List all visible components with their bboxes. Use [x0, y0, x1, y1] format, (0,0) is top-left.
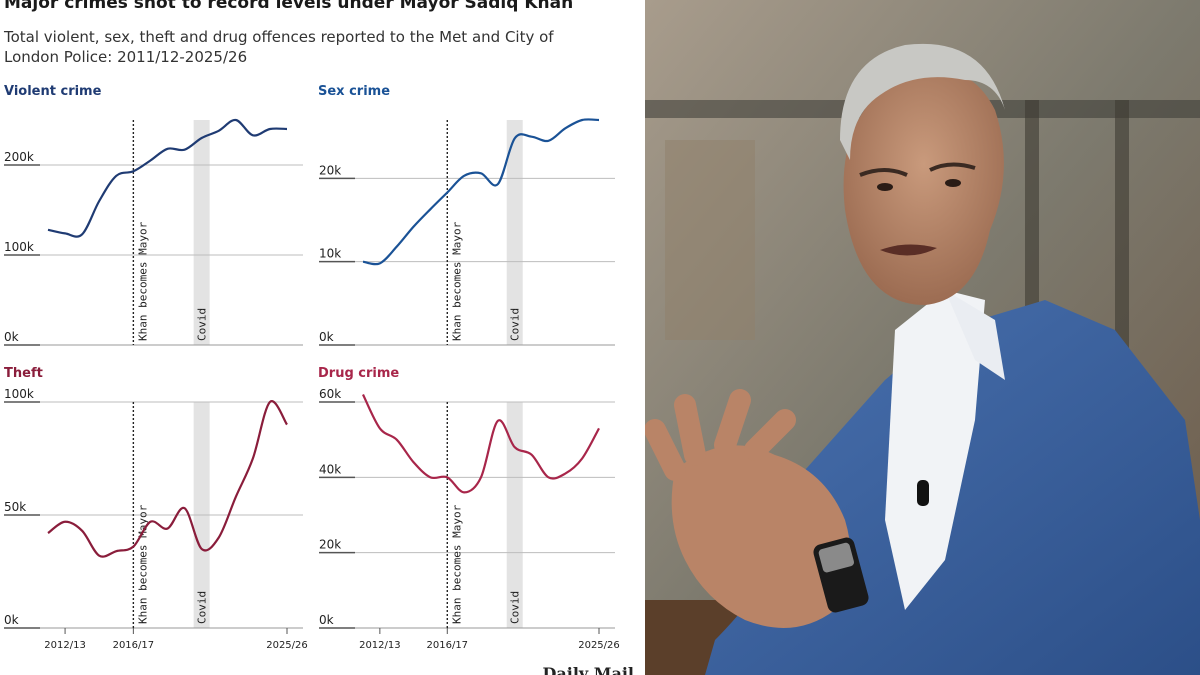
divider: [640, 0, 645, 675]
sex-crime-covid-band: [506, 120, 523, 345]
violent-crime-covid-band: [193, 120, 210, 345]
sex-crime-series-line: [362, 118, 600, 266]
publisher-logo: Daily Mail: [542, 664, 635, 675]
sex-crime-covid-label: Covid: [509, 308, 522, 341]
theft-y-tick-label: 0k: [4, 613, 19, 627]
sex-crime-khan-label: Khan becomes Mayor: [450, 221, 463, 341]
infographic-panel: 0k 100k 200k Khan becomes Mayor Covid Violent…: [4, 0, 635, 675]
charts-svg: 0k 100k 200k Khan becomes Mayor Covid Violent…: [4, 84, 620, 651]
violent-crime-y-tick-label: 200k: [4, 150, 34, 164]
theft-khan-label: Khan becomes Mayor: [136, 504, 149, 624]
drug-crime-x-tick-label: 2012/13: [359, 640, 401, 651]
drug-crime-x-tick-label: 2016/17: [427, 640, 469, 651]
drug-crime-covid-band: [506, 402, 523, 628]
violent-crime-y-tick-label: 0k: [4, 330, 19, 344]
violent-crime-series-line: [47, 118, 288, 238]
theft-covid-label: Covid: [196, 591, 209, 624]
sex-crime-y-tick-label: 20k: [319, 163, 341, 177]
theft-title: Theft: [4, 366, 43, 381]
theft-y-tick-label: 100k: [4, 387, 34, 401]
drug-crime-series-line: [362, 393, 600, 494]
drug-crime-y-tick-label: 60k: [319, 387, 341, 401]
drug-crime-x-tick-label: 2025/26: [578, 640, 620, 651]
sex-crime-title: Sex crime: [318, 84, 390, 99]
subtitle: Total violent, sex, theft and drug offen…: [4, 28, 554, 66]
drug-crime-y-tick-label: 0k: [319, 613, 334, 627]
drug-crime-y-tick-label: 40k: [319, 462, 341, 476]
violent-crime-title: Violent crime: [4, 84, 102, 99]
violent-crime-khan-label: Khan becomes Mayor: [136, 221, 149, 341]
theft-x-tick-label: 2012/13: [44, 640, 86, 651]
drug-crime-khan-label: Khan becomes Mayor: [450, 504, 463, 624]
headline: Major crimes shot to record levels under…: [4, 0, 574, 13]
drug-crime-title: Drug crime: [318, 366, 399, 381]
sex-crime-y-tick-label: 0k: [319, 330, 334, 344]
theft-x-tick-label: 2016/17: [113, 640, 155, 651]
drug-crime-y-tick-label: 20k: [319, 538, 341, 552]
portrait-photo: [645, 0, 1200, 675]
sex-crime-y-tick-label: 10k: [319, 247, 341, 261]
drug-crime-covid-label: Covid: [509, 591, 522, 624]
theft-x-tick-label: 2025/26: [266, 640, 308, 651]
portrait-illustration: [645, 0, 1200, 675]
theft-series-line: [47, 400, 288, 558]
violent-crime-covid-label: Covid: [196, 308, 209, 341]
violent-crime-y-tick-label: 100k: [4, 240, 34, 254]
theft-y-tick-label: 50k: [4, 500, 26, 514]
